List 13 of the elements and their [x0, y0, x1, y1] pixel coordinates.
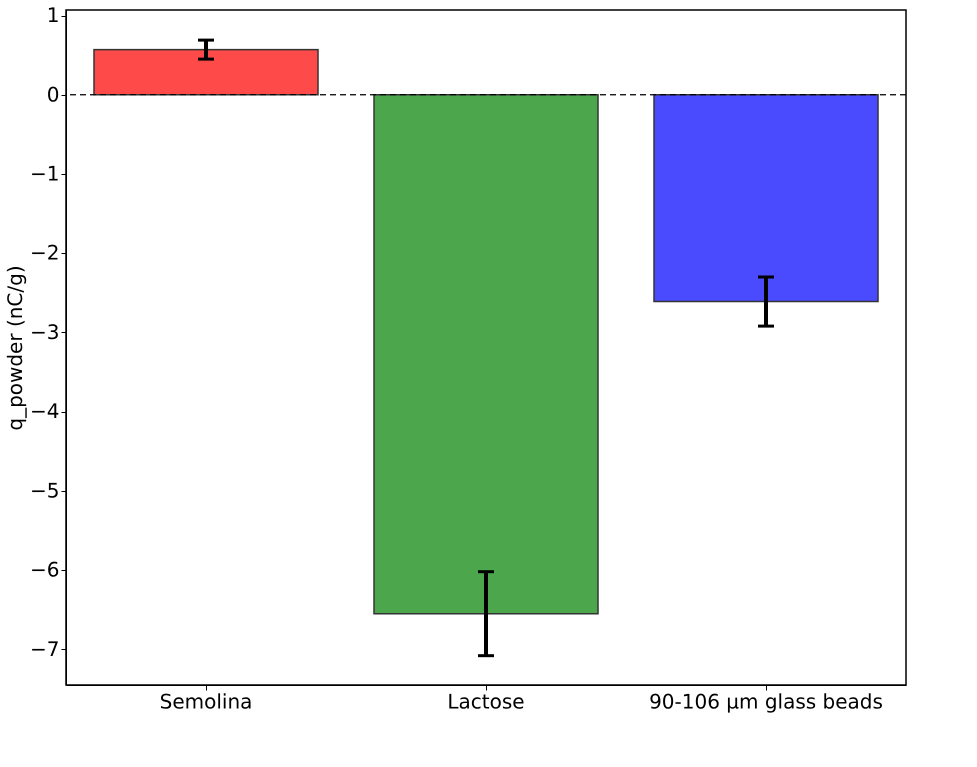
y-tick-label: −2 — [30, 240, 60, 265]
y-tick-label: −6 — [30, 558, 60, 582]
y-tick-label: 1 — [46, 3, 60, 28]
y-tick-label: −7 — [30, 636, 60, 661]
y-tick-label: −5 — [30, 478, 60, 502]
y-tick-label: −1 — [30, 161, 60, 186]
y-tick-label: 0 — [46, 82, 60, 106]
x-tick-label: Semolina — [160, 690, 252, 714]
y-tick-label: −4 — [30, 399, 60, 424]
x-tick-label: 90-106 µm glass beads — [649, 690, 883, 714]
y-axis-title: q_powder (nC/g) — [3, 265, 28, 431]
y-tick-label: −3 — [30, 320, 60, 344]
x-tick-label: Lactose — [447, 690, 525, 714]
